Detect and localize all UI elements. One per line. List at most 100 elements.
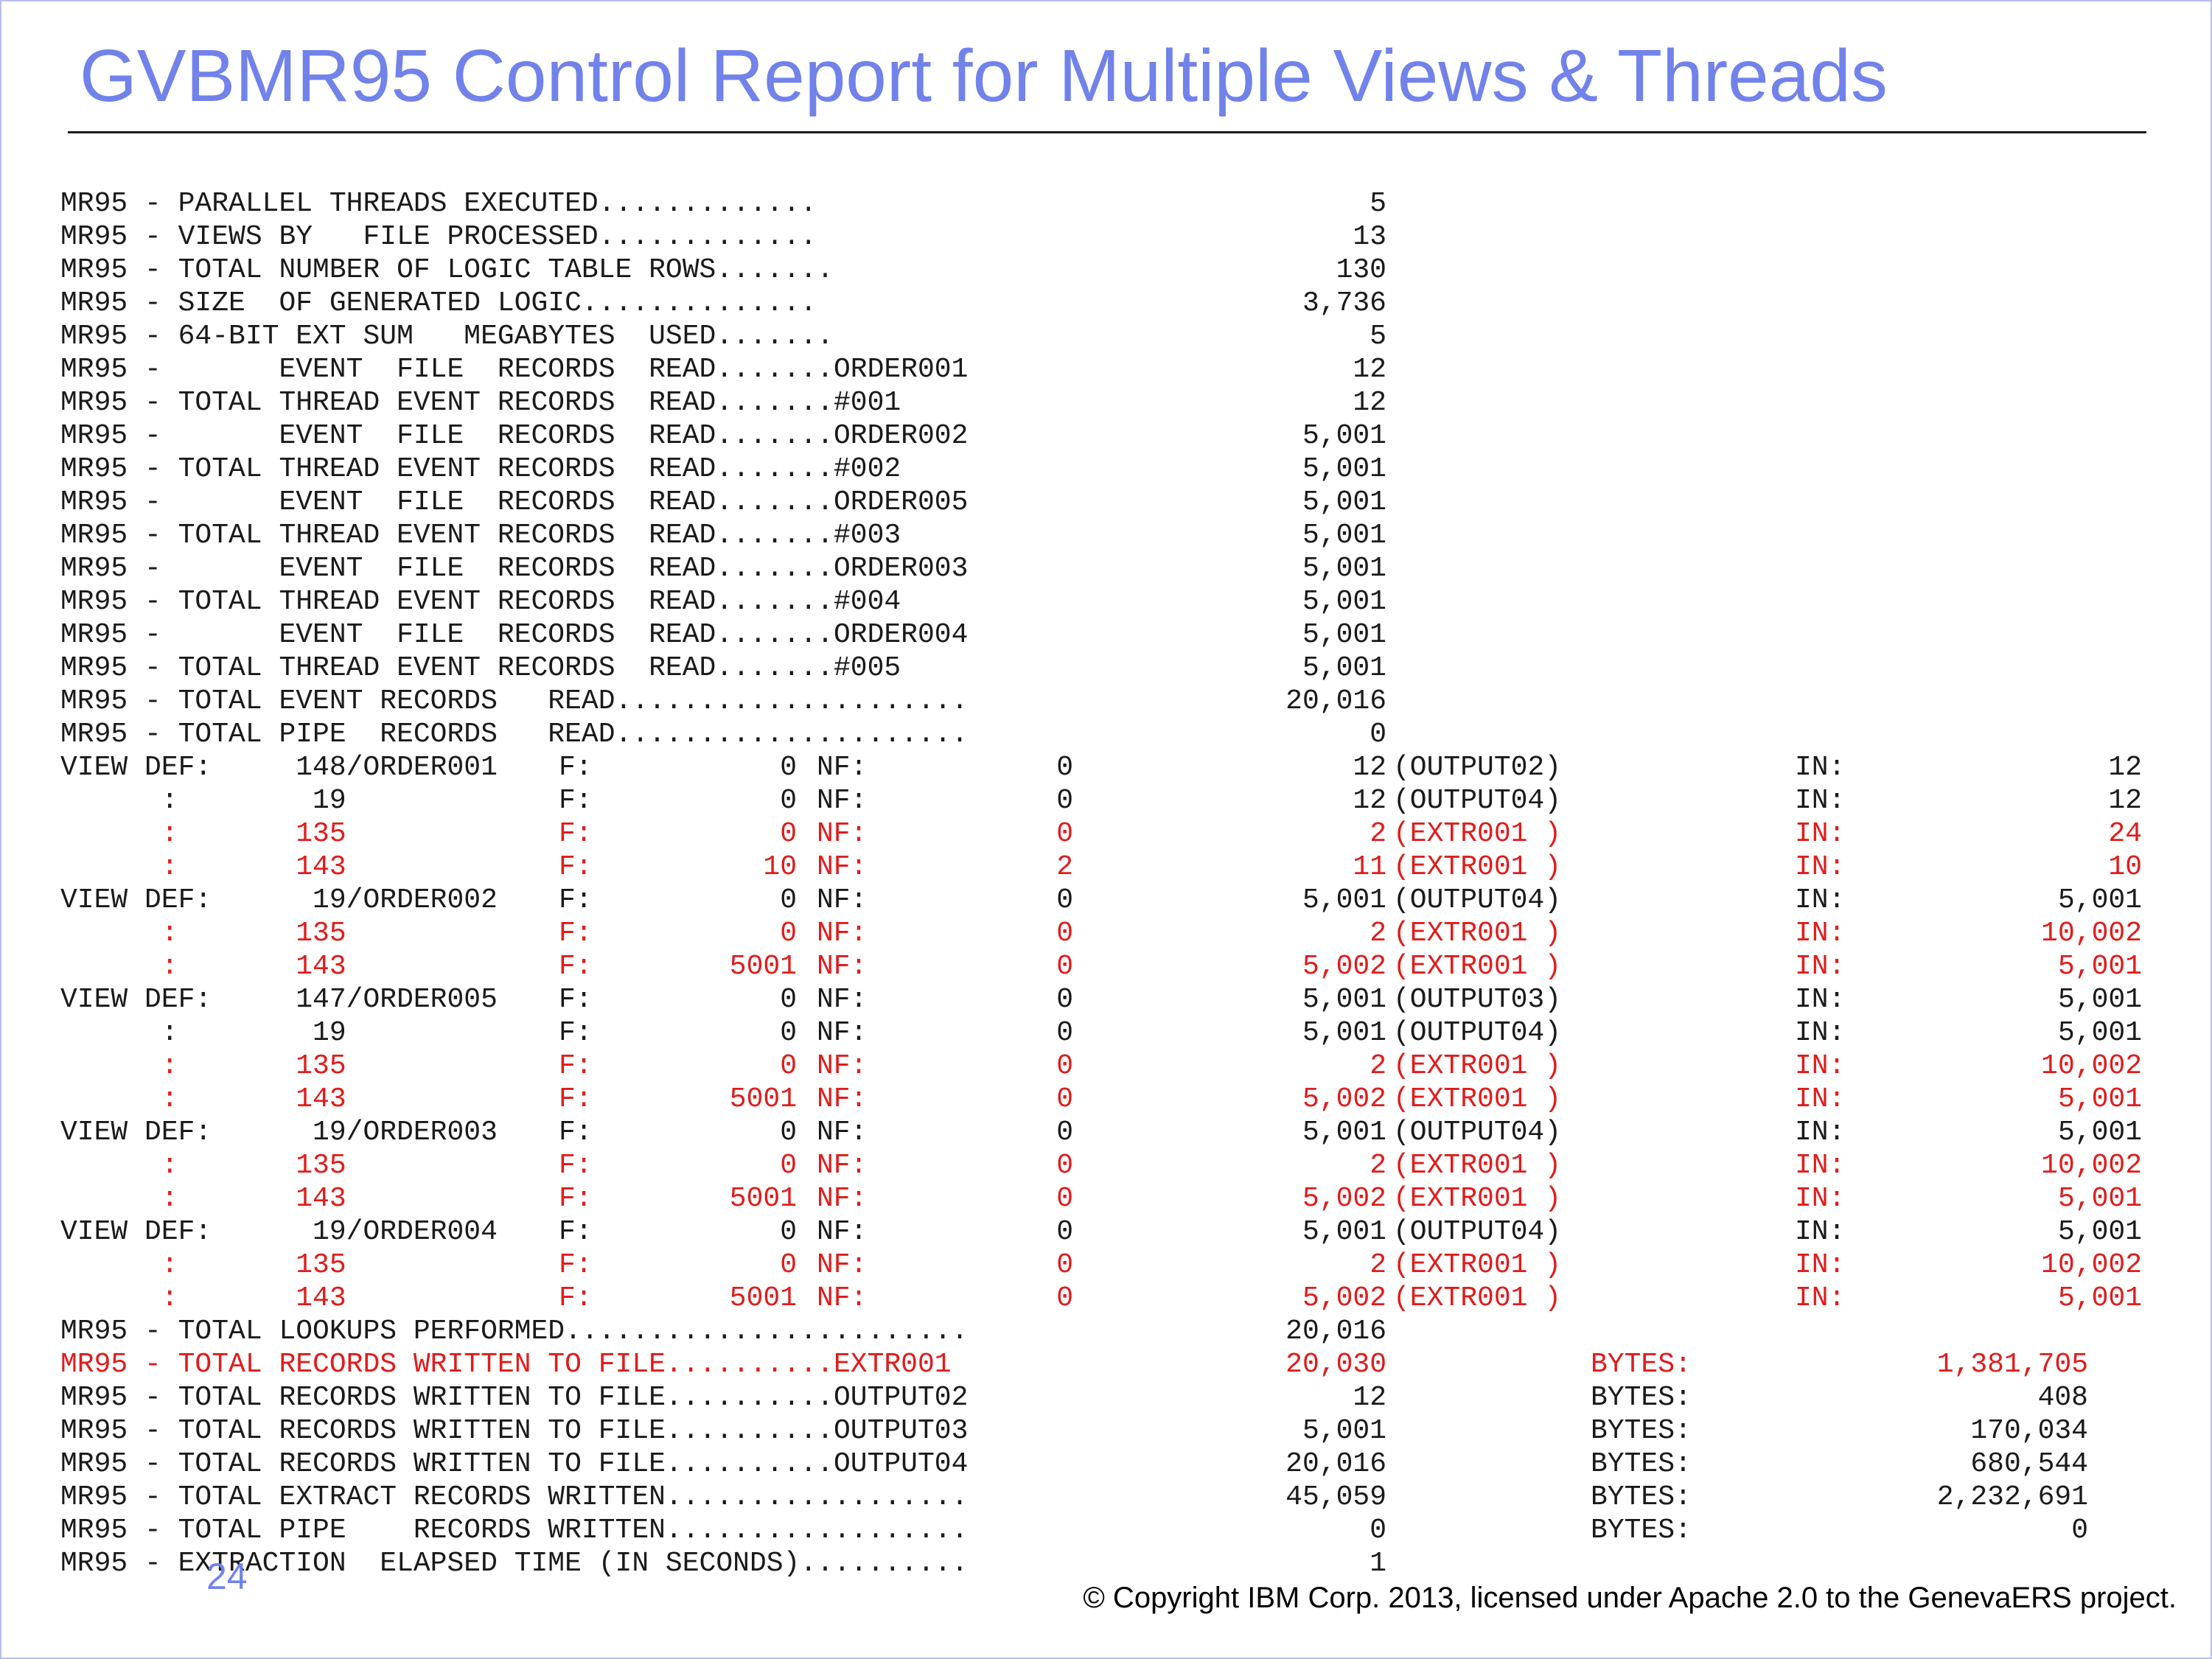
view-def-label: : 135 <box>60 918 346 949</box>
output-file: (EXTR001 ) <box>1393 818 1562 850</box>
record-count: 2 <box>1370 1249 1386 1281</box>
nf-label: NF: <box>817 918 868 949</box>
nf-value: 0 <box>1056 951 1073 982</box>
stat-label: MR95 - SIZE OF GENERATED LOGIC..........… <box>60 287 817 319</box>
total-label: MR95 - TOTAL RECORDS WRITTEN TO FILE....… <box>60 1349 952 1380</box>
f-label: F: <box>559 1017 593 1049</box>
total-row: MR95 - TOTAL LOOKUPS PERFORMED..........… <box>0 1315 2212 1348</box>
bytes-label: BYTES: <box>1591 1415 1692 1447</box>
total-label: MR95 - TOTAL RECORDS WRITTEN TO FILE....… <box>60 1415 969 1447</box>
totals-block: MR95 - TOTAL LOOKUPS PERFORMED..........… <box>0 1315 2212 1580</box>
record-count: 5,001 <box>1302 1117 1386 1148</box>
bytes-label: BYTES: <box>1591 1515 1692 1546</box>
total-value: 12 <box>1353 1382 1386 1414</box>
bytes-label: BYTES: <box>1591 1382 1692 1414</box>
record-count: 2 <box>1370 1050 1386 1082</box>
view-def-row: : 135 F: 0 NF: 0 2 (EXTR001 ) IN: 10,002 <box>0 917 2212 950</box>
stat-row: MR95 - TOTAL THREAD EVENT RECORDS READ..… <box>0 386 2212 419</box>
total-value: 20,030 <box>1285 1349 1386 1380</box>
record-count: 5,002 <box>1302 1282 1386 1314</box>
record-count: 12 <box>1353 785 1386 817</box>
in-label: IN: <box>1795 1083 1846 1115</box>
nf-value: 0 <box>1056 818 1073 850</box>
stat-value: 20,016 <box>1285 685 1386 717</box>
f-value: 0 <box>780 1050 797 1082</box>
f-value: 10 <box>763 851 797 883</box>
nf-value: 0 <box>1056 1216 1073 1248</box>
output-file: (EXTR001 ) <box>1393 951 1562 982</box>
in-label: IN: <box>1795 1282 1846 1314</box>
page-number: 24 <box>206 1556 248 1597</box>
bytes-label: BYTES: <box>1591 1481 1692 1513</box>
bytes-label: BYTES: <box>1591 1349 1692 1380</box>
in-value: 24 <box>2108 818 2142 850</box>
view-def-row: : 143 F: 5001 NF: 0 5,002 (EXTR001 ) IN: 5,001 <box>0 1282 2212 1315</box>
stat-row: MR95 - TOTAL THREAD EVENT RECORDS READ..… <box>0 519 2212 552</box>
record-count: 2 <box>1370 1150 1386 1181</box>
total-value: 20,016 <box>1285 1448 1386 1480</box>
total-label: MR95 - EXTRACTION ELAPSED TIME (IN SECON… <box>60 1548 969 1579</box>
f-value: 5001 <box>729 1282 797 1314</box>
output-file: (OUTPUT02) <box>1393 752 1562 783</box>
nf-label: NF: <box>817 1083 868 1115</box>
nf-value: 0 <box>1056 1017 1073 1049</box>
stat-label: MR95 - TOTAL EVENT RECORDS READ.........… <box>60 685 969 717</box>
view-def-label: VIEW DEF: 148/ORDER001 <box>60 752 498 783</box>
in-value: 5,001 <box>2057 1117 2142 1148</box>
stat-label: MR95 - EVENT FILE RECORDS READ.......ORD… <box>60 619 969 651</box>
view-def-row: : 135 F: 0 NF: 0 2 (EXTR001 ) IN: 10,002 <box>0 1248 2212 1282</box>
view-def-label: VIEW DEF: 19/ORDER003 <box>60 1117 498 1148</box>
nf-label: NF: <box>817 1117 868 1148</box>
stat-value: 130 <box>1336 254 1386 286</box>
stat-label: MR95 - TOTAL THREAD EVENT RECORDS READ..… <box>60 520 901 551</box>
in-value: 5,001 <box>2057 1183 2142 1215</box>
nf-value: 0 <box>1056 984 1073 1016</box>
total-value: 20,016 <box>1285 1316 1386 1347</box>
in-value: 5,001 <box>2057 1216 2142 1248</box>
output-file: (OUTPUT04) <box>1393 884 1562 916</box>
in-label: IN: <box>1795 1183 1846 1215</box>
output-file: (EXTR001 ) <box>1393 1249 1562 1281</box>
view-def-label: : 135 <box>60 1150 346 1181</box>
in-label: IN: <box>1795 752 1846 783</box>
f-label: F: <box>559 1050 593 1082</box>
stat-label: MR95 - VIEWS BY FILE PROCESSED..........… <box>60 221 817 253</box>
view-defs-block: VIEW DEF: 148/ORDER001 F: 0 NF: 0 12 (OUTPUT02… <box>0 751 2212 1315</box>
view-def-label: VIEW DEF: 19/ORDER004 <box>60 1216 498 1248</box>
stat-value: 5,001 <box>1302 453 1386 485</box>
nf-value: 0 <box>1056 1083 1073 1115</box>
stat-row: MR95 - TOTAL EVENT RECORDS READ.........… <box>0 685 2212 718</box>
in-value: 10,002 <box>2041 1050 2142 1082</box>
in-label: IN: <box>1795 1150 1846 1181</box>
stat-label: MR95 - EVENT FILE RECORDS READ.......ORD… <box>60 553 969 584</box>
title-divider <box>68 131 2146 133</box>
stat-value: 5 <box>1370 321 1386 352</box>
in-value: 5,001 <box>2057 984 2142 1016</box>
f-value: 5001 <box>729 951 797 982</box>
stat-row: MR95 - EVENT FILE RECORDS READ.......ORD… <box>0 419 2212 453</box>
total-value: 1 <box>1370 1548 1386 1579</box>
total-label: MR95 - TOTAL RECORDS WRITTEN TO FILE....… <box>60 1448 969 1480</box>
view-def-label: : 143 <box>60 1083 346 1115</box>
nf-value: 0 <box>1056 1117 1073 1148</box>
stat-row: MR95 - EVENT FILE RECORDS READ.......ORD… <box>0 618 2212 652</box>
stat-label: MR95 - TOTAL NUMBER OF LOGIC TABLE ROWS.… <box>60 254 834 286</box>
f-label: F: <box>559 1183 593 1215</box>
stat-value: 5,001 <box>1302 652 1386 684</box>
view-def-label: : 143 <box>60 1282 346 1314</box>
stats-block: MR95 - PARALLEL THREADS EXECUTED........… <box>0 187 2212 751</box>
record-count: 5,001 <box>1302 884 1386 916</box>
stat-value: 12 <box>1353 354 1386 385</box>
stat-value: 13 <box>1353 221 1386 253</box>
total-row: MR95 - TOTAL RECORDS WRITTEN TO FILE....… <box>0 1381 2212 1414</box>
bytes-value: 680,544 <box>1970 1448 2088 1480</box>
nf-value: 0 <box>1056 1249 1073 1281</box>
stat-row: MR95 - EVENT FILE RECORDS READ.......ORD… <box>0 552 2212 585</box>
output-file: (OUTPUT04) <box>1393 785 1562 817</box>
stat-value: 5 <box>1370 188 1386 220</box>
nf-value: 0 <box>1056 752 1073 783</box>
stat-row: MR95 - VIEWS BY FILE PROCESSED..........… <box>0 220 2212 254</box>
in-label: IN: <box>1795 1050 1846 1082</box>
in-value: 5,001 <box>2057 951 2142 982</box>
